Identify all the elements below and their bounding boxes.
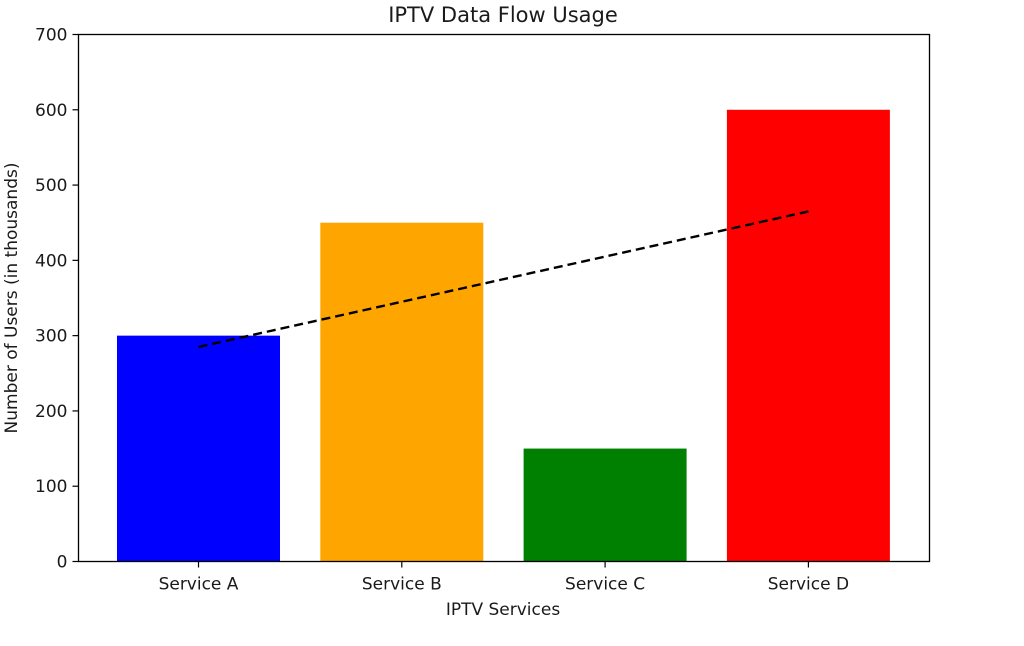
- y-tick-label: 600: [35, 101, 67, 121]
- x-tick-label: Service A: [159, 575, 239, 595]
- trend-line-group: [198, 210, 809, 349]
- x-tick-label: Service B: [362, 575, 442, 595]
- x-axis-title: IPTV Services: [446, 600, 561, 620]
- trend-line: [198, 210, 809, 349]
- bar-service-b: [320, 222, 484, 562]
- chart-title: IPTV Data Flow Usage: [388, 3, 618, 27]
- y-tick-label: 500: [35, 176, 67, 196]
- y-axis-title: Number of Users (in thousands): [2, 163, 22, 434]
- bars-group: [117, 109, 890, 562]
- x-tick-label: Service C: [565, 575, 645, 595]
- y-tick-label: 400: [35, 251, 67, 271]
- y-axis: 0 100 200 300 400 500 600 700: [35, 26, 79, 573]
- y-tick-label: 0: [57, 553, 68, 573]
- y-tick-label: 100: [35, 477, 67, 497]
- y-tick-label: 200: [35, 402, 67, 422]
- y-tick-label: 700: [35, 26, 67, 46]
- x-tick-label: Service D: [768, 575, 849, 595]
- bar-service-a: [117, 335, 280, 562]
- bar-service-d: [726, 109, 890, 562]
- y-tick-label: 300: [35, 327, 67, 347]
- x-axis: Service A Service B Service C Service D: [159, 561, 849, 595]
- bar-service-c: [523, 448, 687, 562]
- plot-frame: [77, 33, 931, 563]
